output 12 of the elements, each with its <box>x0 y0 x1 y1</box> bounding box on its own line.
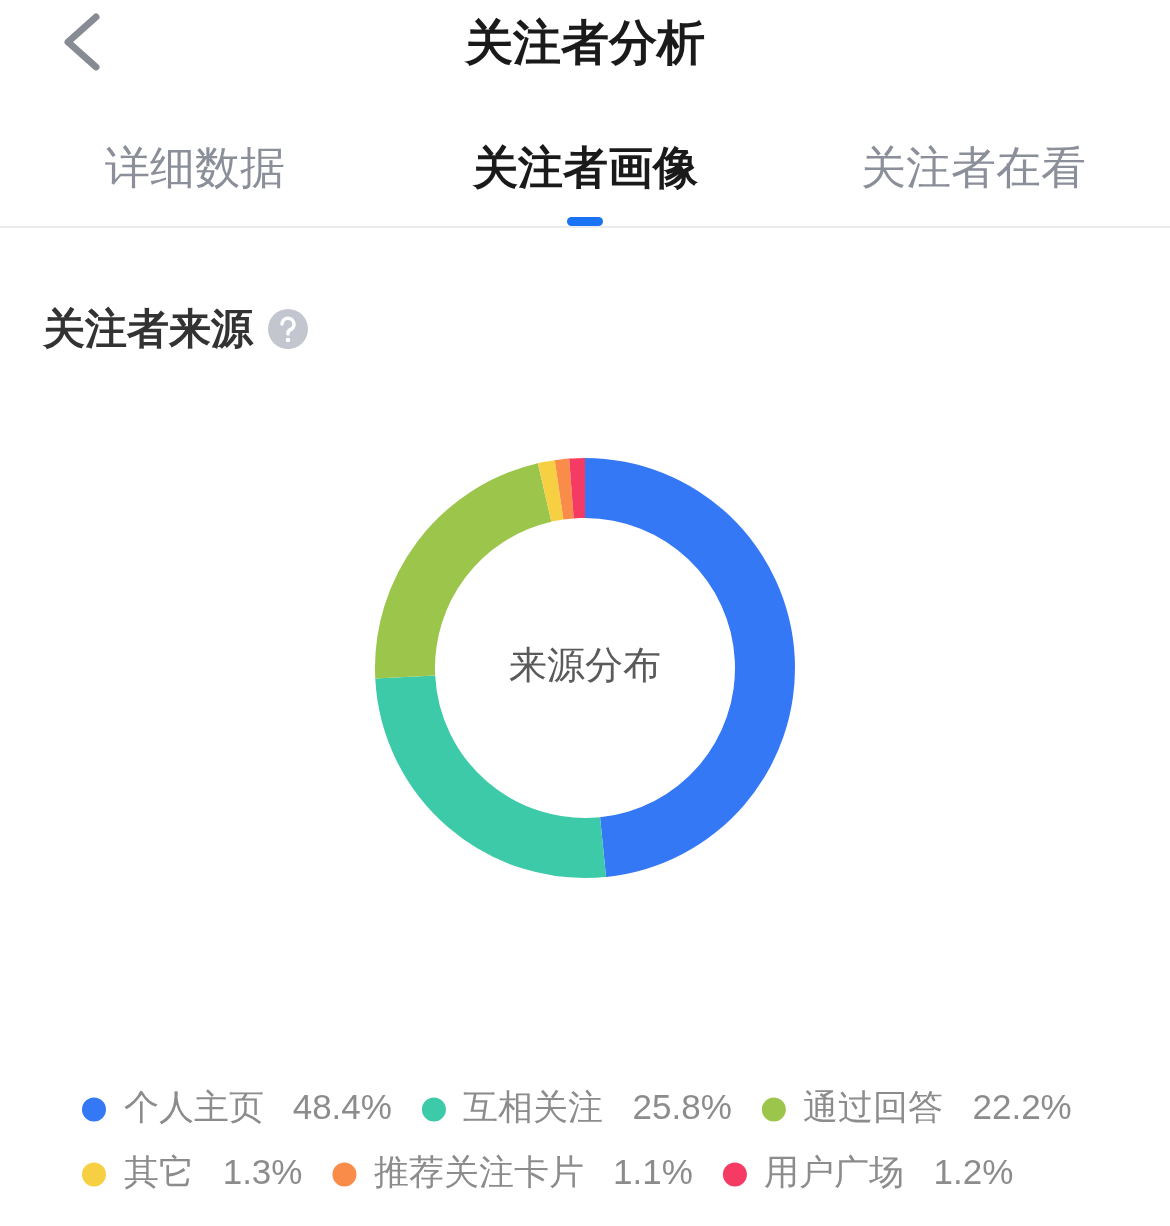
legend-label: 用户广场 1.2% <box>764 1152 1014 1192</box>
text: 关注者分析 <box>463 16 706 69</box>
legend-label: 推荐关注卡片 1.1% <box>373 1152 693 1192</box>
legend-label: 个人主页 48.4% <box>123 1087 392 1127</box>
text: 关注者在看 <box>859 142 1087 193</box>
text: 来源分布 <box>509 644 661 687</box>
legend-label: 通过回答 22.2% <box>803 1087 1072 1127</box>
chart-title: 关注者来源 <box>43 305 253 352</box>
legend-label: 其它 1.3% <box>123 1152 303 1192</box>
text: 详细数据 <box>104 142 286 193</box>
legend-label: 互相关注 25.8% <box>463 1087 732 1127</box>
text: 关注者画像 <box>471 142 699 193</box>
